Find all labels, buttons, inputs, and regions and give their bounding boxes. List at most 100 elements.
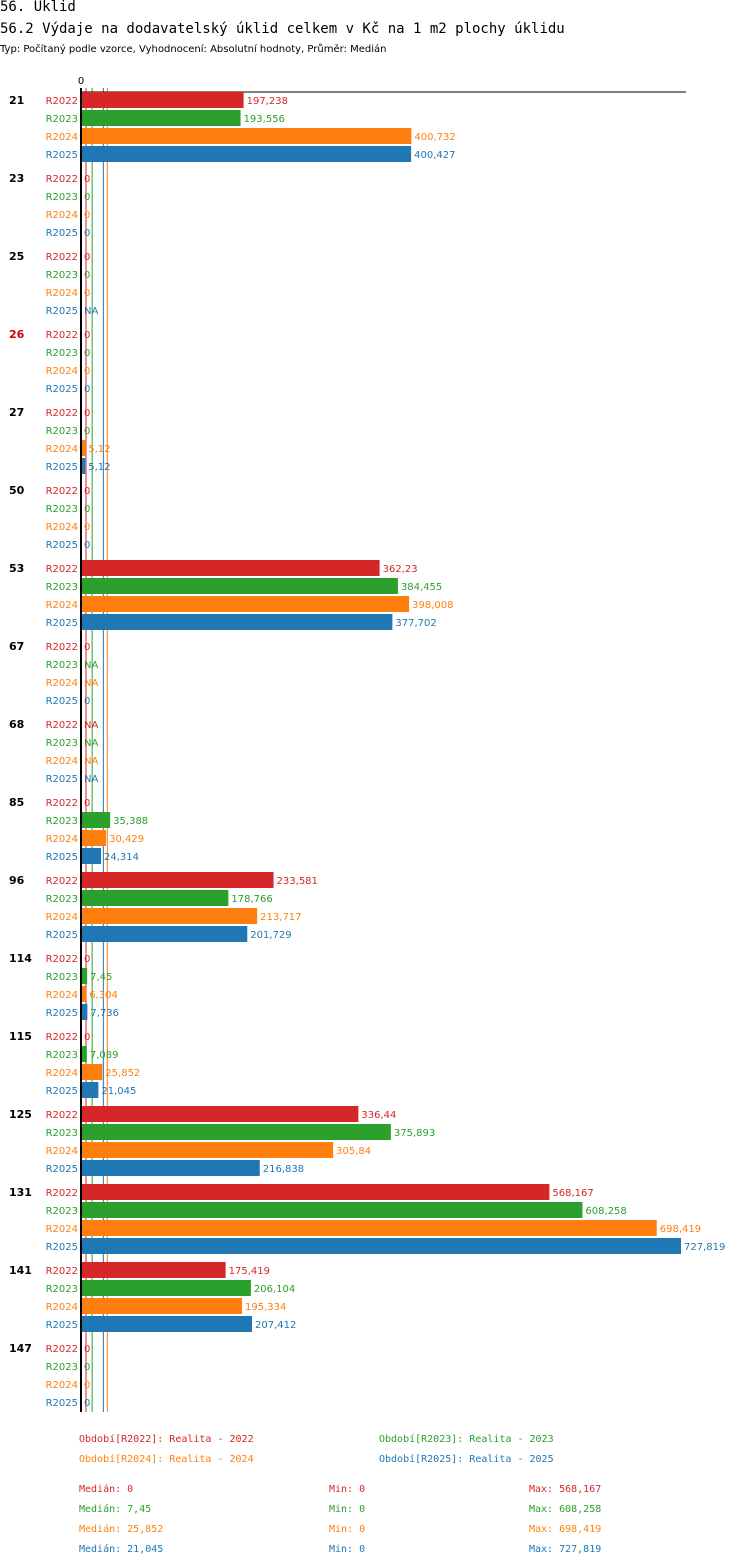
data-label-125-r2022: 336,44: [361, 1110, 396, 1121]
series-label-r2025: R2025: [46, 540, 78, 551]
bar-115-r2023: [81, 1046, 87, 1062]
series-label-r2022: R2022: [46, 486, 78, 497]
data-label-85-r2023: 35,388: [113, 816, 148, 827]
series-label-r2022: R2022: [46, 642, 78, 653]
bar-85-r2025: [81, 848, 102, 864]
stat-min-r2024: Min: 0: [329, 1524, 366, 1535]
legend-r2023: Období[R2023]: Realita - 2023: [379, 1434, 554, 1445]
group-label-96: 96: [9, 874, 25, 887]
series-label-r2024: R2024: [46, 1302, 78, 1313]
series-label-r2025: R2025: [46, 1320, 78, 1331]
bar-21-r2023: [81, 110, 241, 126]
data-label-141-r2023: 206,104: [254, 1284, 295, 1295]
series-label-r2025: R2025: [46, 228, 78, 239]
series-label-r2024: R2024: [46, 990, 78, 1001]
data-label-68-r2025: NA: [84, 774, 98, 785]
data-label-25-r2022: 0: [84, 252, 90, 263]
series-label-r2023: R2023: [46, 1050, 78, 1061]
data-label-115-r2024: 25,852: [105, 1068, 140, 1079]
data-label-23-r2025: 0: [84, 228, 90, 239]
data-label-25-r2025: NA: [84, 306, 98, 317]
data-label-23-r2023: 0: [84, 192, 90, 203]
data-label-131-r2023: 608,258: [585, 1206, 626, 1217]
series-label-r2025: R2025: [46, 1086, 78, 1097]
series-label-r2025: R2025: [46, 774, 78, 785]
bar-141-r2022: [81, 1262, 226, 1278]
series-label-r2025: R2025: [46, 1164, 78, 1175]
data-label-85-r2025: 24,314: [104, 852, 139, 863]
group-label-26: 26: [9, 328, 25, 341]
bar-85-r2024: [81, 830, 107, 846]
series-label-r2022: R2022: [46, 876, 78, 887]
series-label-r2025: R2025: [46, 150, 78, 161]
series-label-r2023: R2023: [46, 426, 78, 437]
series-label-r2022: R2022: [46, 720, 78, 731]
series-label-r2024: R2024: [46, 444, 78, 455]
series-label-r2023: R2023: [46, 192, 78, 203]
bar-115-r2024: [81, 1064, 103, 1080]
stat-max-r2024: Max: 698,419: [529, 1524, 602, 1535]
x-axis-zero-label: 0: [78, 76, 84, 87]
series-label-r2022: R2022: [46, 1110, 78, 1121]
group-label-68: 68: [9, 718, 24, 731]
series-label-r2023: R2023: [46, 1206, 78, 1217]
page-title: 56. Úklid: [0, 0, 76, 15]
series-label-r2022: R2022: [46, 1032, 78, 1043]
bar-21-r2025: [81, 146, 412, 162]
data-label-21-r2024: 400,732: [414, 132, 455, 143]
data-label-114-r2025: 7,736: [90, 1008, 119, 1019]
series-label-r2024: R2024: [46, 678, 78, 689]
data-label-115-r2025: 21,045: [101, 1086, 136, 1097]
group-label-27: 27: [9, 406, 24, 419]
stat-max-r2025: Max: 727,819: [529, 1544, 602, 1555]
data-label-114-r2024: 6,304: [89, 990, 118, 1001]
bar-85-r2023: [81, 812, 111, 828]
data-label-23-r2024: 0: [84, 210, 90, 221]
series-label-r2022: R2022: [46, 252, 78, 263]
series-label-r2023: R2023: [46, 660, 78, 671]
bar-27-r2024: [81, 440, 86, 456]
series-label-r2024: R2024: [46, 1224, 78, 1235]
series-label-r2024: R2024: [46, 1068, 78, 1079]
data-label-131-r2022: 568,167: [552, 1188, 593, 1199]
data-label-21-r2023: 193,556: [244, 114, 285, 125]
data-label-27-r2022: 0: [84, 408, 90, 419]
bar-96-r2022: [81, 872, 274, 888]
series-label-r2025: R2025: [46, 696, 78, 707]
series-label-r2025: R2025: [46, 384, 78, 395]
bar-114-r2025: [81, 1004, 88, 1020]
group-label-141: 141: [9, 1264, 32, 1277]
series-label-r2022: R2022: [46, 96, 78, 107]
data-label-131-r2025: 727,819: [684, 1242, 725, 1253]
series-label-r2024: R2024: [46, 366, 78, 377]
stat-max-r2022: Max: 568,167: [529, 1484, 602, 1495]
series-label-r2023: R2023: [46, 582, 78, 593]
series-label-r2023: R2023: [46, 816, 78, 827]
legend-r2022: Období[R2022]: Realita - 2022: [79, 1434, 254, 1445]
bar-chart: 0 21 R2022 197,238 R2023 193,556 R2024 400,732 R…: [9, 76, 725, 1412]
series-label-r2024: R2024: [46, 132, 78, 143]
series-label-r2024: R2024: [46, 522, 78, 533]
legend-r2025: Období[R2025]: Realita - 2025: [379, 1454, 554, 1465]
group-label-131: 131: [9, 1186, 32, 1199]
data-label-114-r2023: 7,45: [90, 972, 112, 983]
series-label-r2022: R2022: [46, 564, 78, 575]
data-label-115-r2022: 0: [84, 1032, 90, 1043]
data-label-147-r2022: 0: [84, 1344, 90, 1355]
stat-median-r2023: Medián: 7,45: [79, 1504, 152, 1515]
data-label-26-r2025: 0: [84, 384, 90, 395]
series-label-r2022: R2022: [46, 1266, 78, 1277]
series-label-r2022: R2022: [46, 798, 78, 809]
bar-114-r2023: [81, 968, 88, 984]
series-label-r2022: R2022: [46, 954, 78, 965]
series-label-r2023: R2023: [46, 1128, 78, 1139]
group-label-85: 85: [9, 796, 24, 809]
series-label-r2023: R2023: [46, 270, 78, 281]
data-label-27-r2024: 5,12: [88, 444, 110, 455]
bar-53-r2023: [81, 578, 398, 594]
stat-min-r2022: Min: 0: [329, 1484, 366, 1495]
series-label-r2022: R2022: [46, 174, 78, 185]
data-label-67-r2022: 0: [84, 642, 90, 653]
data-label-85-r2024: 30,429: [109, 834, 144, 845]
data-label-96-r2025: 201,729: [250, 930, 291, 941]
